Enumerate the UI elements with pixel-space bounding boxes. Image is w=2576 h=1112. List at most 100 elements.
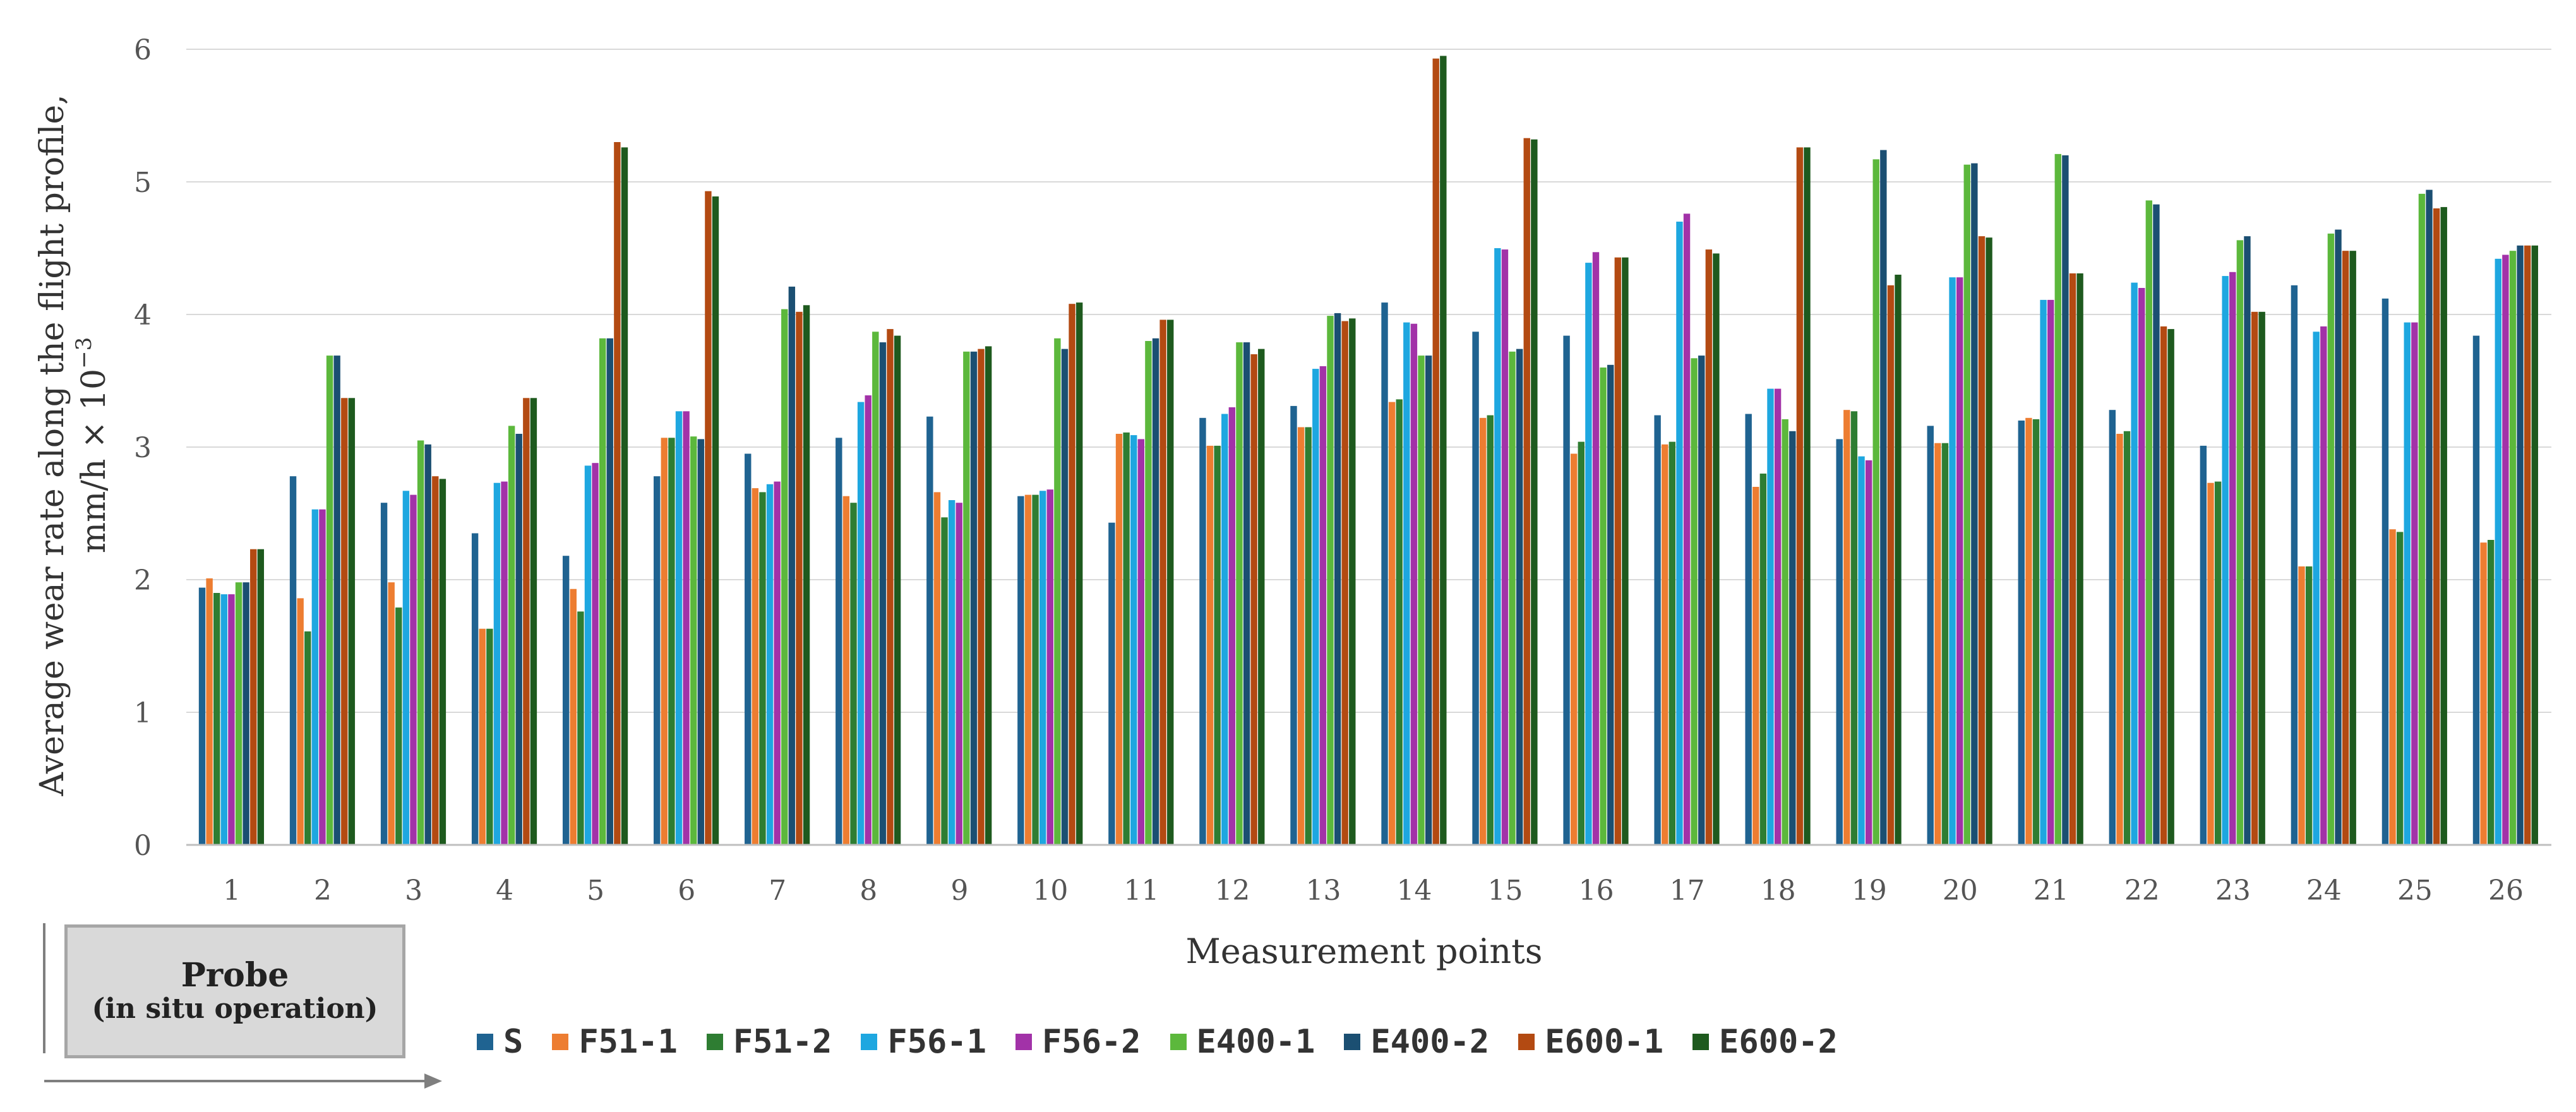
y-axis-title: Average wear rate along the flight profi… bbox=[33, 94, 113, 796]
bar-f56-2-9 bbox=[956, 503, 962, 845]
bar-f56-1-5 bbox=[584, 465, 592, 845]
bar-f56-1-7 bbox=[766, 484, 774, 845]
bar-f56-2-23 bbox=[2229, 272, 2236, 845]
bar-s-17 bbox=[1654, 415, 1661, 845]
bar-f56-1-19 bbox=[1858, 456, 1865, 845]
bar-f51-2-23 bbox=[2214, 481, 2222, 845]
legend-label: S bbox=[503, 1023, 524, 1061]
bar-f51-2-5 bbox=[577, 611, 584, 845]
bar-s-19 bbox=[1836, 439, 1843, 845]
bar-e400-1-5 bbox=[599, 338, 606, 845]
x-tick-label: 12 bbox=[1214, 875, 1250, 907]
bar-e400-1-18 bbox=[1782, 419, 1788, 845]
x-tick-label: 22 bbox=[2124, 875, 2160, 907]
bar-e600-1-16 bbox=[1614, 257, 1621, 845]
bar-s-14 bbox=[1381, 302, 1388, 846]
y-tick-label: 1 bbox=[134, 697, 152, 729]
bar-f51-2-25 bbox=[2396, 532, 2404, 845]
bar-f56-2-25 bbox=[2411, 322, 2418, 846]
bar-f56-1-3 bbox=[402, 491, 410, 845]
bar-e400-1-1 bbox=[235, 582, 243, 845]
bar-f51-1-2 bbox=[297, 598, 304, 845]
bar-s-3 bbox=[380, 503, 388, 845]
bar-s-8 bbox=[836, 438, 842, 845]
bar-e600-1-15 bbox=[1523, 138, 1530, 846]
legend-label: F51-1 bbox=[578, 1023, 678, 1061]
bar-e600-2-20 bbox=[1986, 237, 1992, 845]
bar-e600-1-4 bbox=[523, 398, 530, 845]
bar-e600-2-10 bbox=[1075, 302, 1083, 846]
y-tick-label: 2 bbox=[134, 565, 152, 597]
bar-e400-1-8 bbox=[872, 332, 879, 845]
y-axis-title-line1: Average wear rate along the flight profi… bbox=[33, 94, 71, 796]
bar-f56-2-17 bbox=[1683, 213, 1691, 845]
x-tick-label: 23 bbox=[2215, 875, 2251, 907]
bar-e600-1-9 bbox=[978, 349, 985, 845]
bar-e400-1-20 bbox=[1963, 164, 1970, 846]
x-tick-label: 5 bbox=[587, 875, 604, 907]
probe-subtitle: (in situ operation) bbox=[92, 993, 378, 1025]
bar-f56-1-24 bbox=[2313, 332, 2320, 845]
bar-e600-2-5 bbox=[621, 147, 628, 845]
bar-e400-1-22 bbox=[2145, 200, 2153, 845]
bar-e600-1-22 bbox=[2160, 326, 2167, 845]
bar-f51-1-23 bbox=[2207, 482, 2214, 845]
bar-e400-1-26 bbox=[2509, 251, 2517, 845]
x-tick-label: 15 bbox=[1488, 875, 1523, 907]
x-tick-label: 18 bbox=[1761, 875, 1796, 907]
bar-e400-1-9 bbox=[963, 351, 970, 845]
bar-f56-2-24 bbox=[2320, 326, 2327, 845]
bar-e400-2-3 bbox=[424, 444, 431, 845]
bar-e400-1-10 bbox=[1054, 338, 1061, 845]
bar-e600-2-14 bbox=[1440, 56, 1447, 845]
bar-f51-2-13 bbox=[1305, 427, 1312, 845]
bar-e600-2-25 bbox=[2440, 206, 2447, 845]
y-tick-label: 3 bbox=[134, 432, 152, 464]
bar-e400-2-11 bbox=[1152, 338, 1159, 845]
bar-f56-2-14 bbox=[1410, 323, 1418, 845]
x-tick-label: 10 bbox=[1033, 875, 1068, 907]
y-axis-unit: mm/h × 10 bbox=[75, 369, 113, 553]
bar-e600-2-11 bbox=[1167, 320, 1174, 845]
bar-e600-1-13 bbox=[1341, 321, 1348, 845]
bar-f56-2-13 bbox=[1319, 366, 1327, 845]
probe-box: Probe (in situ operation) bbox=[64, 924, 405, 1058]
bar-e600-1-24 bbox=[2342, 251, 2349, 845]
bar-f51-1-19 bbox=[1843, 410, 1850, 845]
bar-f51-2-3 bbox=[395, 607, 402, 845]
bar-e400-2-24 bbox=[2335, 229, 2342, 846]
probe-title: Probe bbox=[181, 956, 289, 995]
bar-e600-2-15 bbox=[1531, 139, 1538, 845]
y-tick-labels: 0 1 2 3 4 5 6 bbox=[134, 34, 152, 862]
bar-e400-2-2 bbox=[333, 356, 340, 845]
x-tick-labels: 1 2 3 4 5 6 7 8 9 10 11 12 13 14 15 16 17 18 19 20 21 22 23 24 2… bbox=[223, 875, 2524, 907]
bar-f56-2-12 bbox=[1228, 407, 1236, 845]
x-tick-label: 6 bbox=[678, 875, 695, 907]
bar-e400-2-14 bbox=[1425, 356, 1432, 845]
bar-e600-2-21 bbox=[2076, 273, 2083, 845]
bar-f56-1-6 bbox=[675, 411, 683, 845]
bar-e600-1-2 bbox=[341, 398, 348, 845]
bar-f56-1-10 bbox=[1039, 491, 1046, 845]
bar-s-7 bbox=[745, 453, 752, 845]
bar-e600-2-8 bbox=[894, 335, 901, 845]
x-tick-label: 3 bbox=[405, 875, 422, 907]
bar-e400-2-5 bbox=[606, 338, 613, 845]
bar-f51-2-10 bbox=[1032, 494, 1039, 845]
bar-f51-2-8 bbox=[850, 503, 857, 845]
bar-f56-2-5 bbox=[592, 463, 599, 845]
bar-f51-1-24 bbox=[2298, 566, 2305, 845]
bar-e400-1-13 bbox=[1327, 316, 1334, 846]
bar-f51-2-15 bbox=[1487, 415, 1494, 845]
bar-e600-1-14 bbox=[1432, 58, 1439, 846]
bar-e600-2-18 bbox=[1804, 147, 1811, 845]
bar-e400-1-24 bbox=[2327, 233, 2335, 845]
legend-label: E600-2 bbox=[1719, 1023, 1838, 1061]
bar-f56-2-18 bbox=[1774, 388, 1782, 845]
legend-item: E600-1 bbox=[1518, 1023, 1663, 1061]
legend-swatch bbox=[477, 1034, 493, 1050]
bar-e600-1-11 bbox=[1159, 320, 1166, 845]
bar-e400-1-4 bbox=[508, 426, 515, 845]
bar-e600-2-9 bbox=[985, 346, 992, 845]
